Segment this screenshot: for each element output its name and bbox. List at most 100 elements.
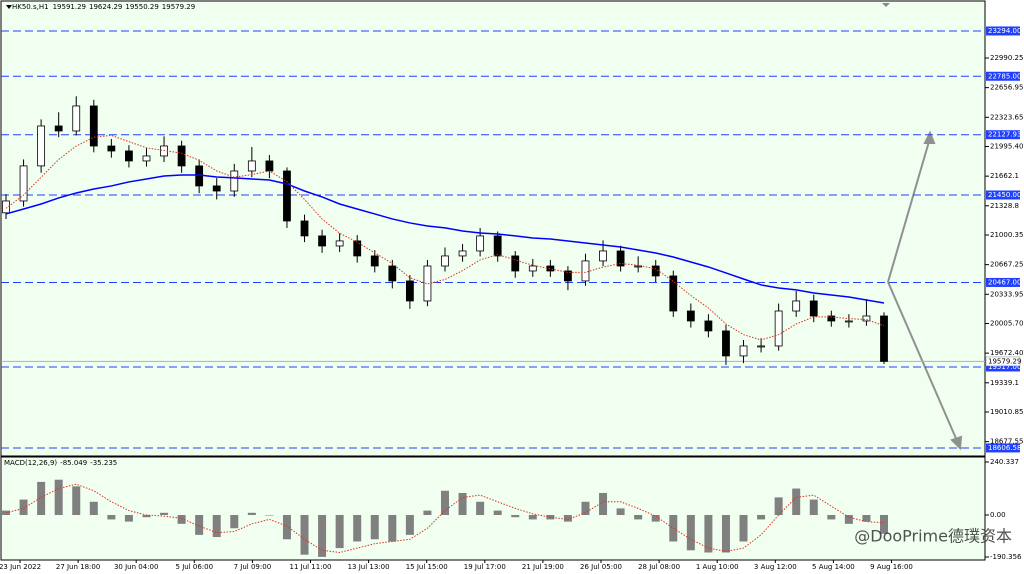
x-tick-label: 5 Jul 06:00 xyxy=(176,563,214,571)
candle-body xyxy=(809,300,818,317)
y-tick-label: 21995.40 xyxy=(990,142,1023,150)
candle-body xyxy=(844,320,853,323)
candle-body xyxy=(564,270,572,282)
signal-line xyxy=(5,483,885,554)
level-label: 20467.00 xyxy=(988,278,1021,286)
candle-body xyxy=(634,265,643,268)
macd-bar xyxy=(686,515,695,551)
level-label-box xyxy=(986,26,1020,36)
macd-bar xyxy=(72,486,81,516)
macd-bar xyxy=(212,515,221,538)
header-low: 19550.29 xyxy=(125,3,158,11)
level-label-box xyxy=(986,71,1020,81)
candle-body xyxy=(458,250,467,257)
level-label-box xyxy=(986,130,1020,140)
macd-bar xyxy=(388,515,397,542)
y-tick-label: 20333.95 xyxy=(990,290,1023,298)
price-panel xyxy=(0,0,986,457)
x-tick-label: 15 Jul 15:00 xyxy=(406,563,448,571)
current-price-label: 19579.29 xyxy=(988,357,1021,365)
candle-body xyxy=(528,265,537,272)
x-tick-label: 5 Aug 14:00 xyxy=(812,563,855,571)
candle-body xyxy=(212,185,221,192)
current-price-box xyxy=(985,356,1021,367)
macd-bar xyxy=(669,515,678,542)
macd-panel xyxy=(0,456,986,561)
macd-bar xyxy=(862,515,871,522)
candle-body xyxy=(722,330,730,357)
y-tick-label: 19672.40 xyxy=(990,349,1023,357)
macd-bar xyxy=(282,515,291,540)
x-tick-label: 21 Jul 19:00 xyxy=(522,563,564,571)
arrow-head xyxy=(923,130,936,144)
level-label-box xyxy=(986,443,1020,453)
candle-body xyxy=(511,255,520,272)
header-high: 19624.29 xyxy=(89,3,122,11)
y-tick-label: 21662.1 xyxy=(990,172,1019,180)
macd-bar xyxy=(441,490,449,516)
candle-body xyxy=(353,240,362,257)
macd-bar xyxy=(353,515,362,542)
x-tick-label: 9 Aug 16:00 xyxy=(870,563,913,571)
candle-body xyxy=(335,240,344,247)
macd-bar xyxy=(827,515,836,520)
macd-bar xyxy=(318,515,327,557)
macd-bar xyxy=(563,515,572,522)
macd-bar xyxy=(809,499,818,516)
candle-body xyxy=(739,345,748,357)
level-label: 22785.00 xyxy=(988,72,1021,80)
header-close: 19579.29 xyxy=(162,3,195,11)
moving-average xyxy=(5,174,885,304)
macd-bar xyxy=(300,515,309,555)
y-tick-label: 18677.55 xyxy=(990,438,1023,446)
macd-bar xyxy=(511,515,520,518)
candle-body xyxy=(757,345,765,348)
signal-value: -35.235 xyxy=(90,459,117,467)
level-label: 21450.00 xyxy=(988,191,1021,199)
macd-bar xyxy=(721,515,730,553)
macd-bar xyxy=(54,479,63,516)
macd-bar xyxy=(792,488,801,516)
candle-body xyxy=(318,235,326,247)
candle-body xyxy=(107,145,116,152)
y-tick-label: 21328.8 xyxy=(990,202,1019,210)
y-tick-label: 20005.70 xyxy=(990,319,1023,327)
macd-bar xyxy=(634,515,643,520)
candle-body xyxy=(72,105,81,132)
candle-body xyxy=(125,150,133,162)
candle-body xyxy=(247,160,256,172)
x-tick-label: 28 Jul 08:00 xyxy=(638,563,680,571)
macd-bar xyxy=(89,501,98,516)
macd-bar xyxy=(476,501,485,516)
macd-bar xyxy=(370,515,379,540)
candle-body xyxy=(300,220,309,237)
watermark: @DooPrime德璞资本 xyxy=(854,527,1012,546)
x-tick-label: 7 Jul 09:00 xyxy=(234,563,272,571)
candle-body xyxy=(862,315,871,322)
candle-body xyxy=(476,235,485,252)
x-tick-label: 30 Jun 04:00 xyxy=(114,563,158,571)
candle-body xyxy=(599,250,607,262)
candle-body xyxy=(54,125,63,132)
macd-bar xyxy=(757,515,766,520)
macd-bar xyxy=(230,515,239,529)
level-label: 18606.58 xyxy=(988,444,1021,452)
candle-body xyxy=(19,165,28,202)
candle-body xyxy=(89,105,98,147)
level-label-box xyxy=(986,362,1020,372)
x-tick-label: 11 Jul 11:00 xyxy=(290,563,332,571)
macd-header: MACD(12,26,9) -85.049 -35.235 xyxy=(4,459,117,467)
level-label-box xyxy=(986,277,1020,287)
macd-bar xyxy=(335,515,344,549)
macd-bar xyxy=(528,515,537,520)
y-tick-label: 240.337 xyxy=(990,458,1019,466)
level-label-box xyxy=(986,190,1020,200)
macd-bar xyxy=(581,501,590,516)
candle-body xyxy=(774,310,783,347)
arrow-up xyxy=(887,137,931,283)
shift-marker xyxy=(882,3,890,7)
macd-bar xyxy=(124,515,133,522)
macd-title: MACD(12,26,9) xyxy=(4,459,57,467)
x-tick-label: 23 Jun 2022 xyxy=(0,563,41,571)
menu-arrow[interactable] xyxy=(6,5,12,9)
